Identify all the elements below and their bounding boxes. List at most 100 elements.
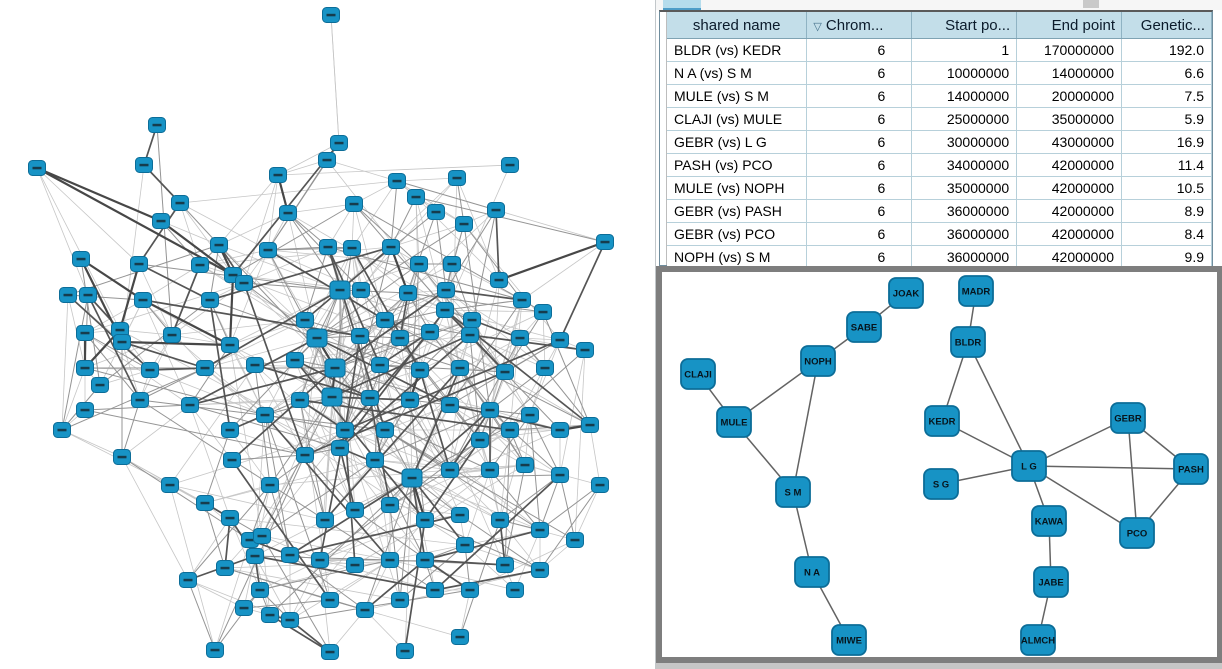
overview-edge	[390, 196, 417, 248]
node-label-smudge	[220, 566, 230, 570]
overview-edge	[411, 367, 461, 479]
table-row[interactable]: BLDR (vs) KEDR 6 1 170000000 192.0	[667, 38, 1212, 62]
node-label-smudge	[139, 163, 149, 167]
network-edge[interactable]	[792, 360, 819, 493]
table-row[interactable]: NOPH (vs) S M 6 36000000 42000000 9.9	[667, 245, 1212, 269]
overview-edge	[409, 399, 426, 521]
table-cell: CLAJI (vs) MULE	[667, 107, 808, 131]
network-node-mule[interactable]	[716, 406, 752, 438]
table-cell: 11.4	[1121, 153, 1212, 177]
overview-edge	[61, 294, 89, 431]
node-label-smudge	[285, 618, 295, 622]
overview-edge	[411, 477, 466, 546]
overview-edge	[495, 209, 606, 243]
overview-edge	[529, 339, 561, 416]
toolbar-tab-fragment[interactable]	[663, 0, 701, 10]
overview-edge	[411, 477, 501, 521]
network-node-joak[interactable]	[888, 277, 924, 309]
node-label-smudge	[80, 366, 90, 370]
table-cell: 192.0	[1121, 38, 1212, 62]
overview-edge	[269, 614, 331, 653]
overview-edge	[214, 589, 261, 651]
table-row[interactable]: N A (vs) S M 6 10000000 14000000 6.6	[667, 61, 1212, 85]
column-header-chrom[interactable]: ▽ Chrom...	[806, 12, 913, 39]
overview-edge	[449, 409, 491, 471]
column-header-sharedname[interactable]: shared name	[667, 12, 808, 39]
network-node-pash[interactable]	[1173, 453, 1209, 485]
overview-edge	[267, 174, 279, 251]
node-label-smudge	[356, 288, 366, 292]
network-edge[interactable]	[1028, 465, 1138, 534]
table-row[interactable]: GEBR (vs) L G 6 30000000 43000000 16.9	[667, 130, 1212, 154]
right-column: shared name ▽ Chrom... Start po... End point…	[655, 0, 1222, 669]
node-label-smudge	[350, 563, 360, 567]
network-node-noph[interactable]	[800, 345, 836, 377]
network-node-na[interactable]	[794, 556, 830, 588]
network-node-jabe[interactable]	[1033, 566, 1069, 598]
node-label-smudge	[555, 428, 565, 432]
network-node-pco[interactable]	[1119, 517, 1155, 549]
network-edge[interactable]	[967, 341, 1030, 467]
overview-edge	[204, 289, 341, 369]
overview-network-canvas[interactable]	[0, 0, 655, 669]
table-row[interactable]: GEBR (vs) PASH 6 36000000 42000000 8.9	[667, 199, 1212, 223]
table-cell: 6.6	[1121, 61, 1212, 85]
overview-edge	[539, 474, 561, 531]
node-label-smudge	[455, 366, 465, 370]
network-node-lg[interactable]	[1011, 450, 1047, 482]
table-row[interactable]: GEBR (vs) PCO 6 36000000 42000000 8.4	[667, 222, 1212, 246]
column-header-genetic[interactable]: Genetic...	[1121, 12, 1212, 39]
overview-edge-strong	[498, 240, 606, 282]
network-node-bldr[interactable]	[950, 326, 986, 358]
overview-edge	[589, 424, 601, 486]
scrollbar-thumb[interactable]	[1083, 0, 1099, 8]
node-label-smudge	[175, 201, 185, 205]
overview-edge	[339, 334, 471, 449]
table-cell: 42000000	[1016, 199, 1123, 223]
node-label-smudge	[500, 370, 510, 374]
network-node-almch[interactable]	[1020, 624, 1056, 656]
overview-edge	[209, 299, 231, 431]
column-header-startpo[interactable]: Start po...	[911, 12, 1018, 39]
network-node-kedr[interactable]	[924, 405, 960, 437]
table-row[interactable]: CLAJI (vs) MULE 6 25000000 35000000 5.9	[667, 107, 1212, 131]
table-cell: 42000000	[1016, 153, 1123, 177]
node-label-smudge	[283, 211, 293, 215]
table-row[interactable]: MULE (vs) NOPH 6 35000000 42000000 10.5	[667, 176, 1212, 200]
overview-edge	[324, 396, 333, 521]
node-label-smudge	[135, 398, 145, 402]
overview-edge	[449, 404, 561, 476]
node-label-smudge	[425, 330, 435, 334]
column-header-endpoint[interactable]: End point	[1016, 12, 1123, 39]
node-label-smudge	[440, 308, 450, 312]
network-node-claji[interactable]	[680, 358, 716, 390]
network-node-sm[interactable]	[775, 476, 811, 508]
overview-edge	[509, 299, 523, 431]
overview-edge	[287, 203, 355, 214]
node-label-smudge	[405, 398, 415, 402]
network-node-kawa[interactable]	[1031, 505, 1067, 537]
network-node-madr[interactable]	[958, 275, 994, 307]
node-label-smudge	[95, 383, 105, 387]
filter-funnel-icon[interactable]: ▽	[813, 20, 822, 33]
network-node-sg[interactable]	[923, 468, 959, 500]
node-label-smudge	[183, 578, 193, 582]
overview-edge	[384, 319, 591, 426]
table-row[interactable]: PASH (vs) PCO 6 34000000 42000000 11.4	[667, 153, 1212, 177]
node-label-smudge	[380, 428, 390, 432]
overview-edge	[84, 299, 144, 334]
filtered-network-canvas[interactable]: JOAK SABE NOPH CLAJI MULE S M N A MIWE MADR BLDR K…	[662, 272, 1217, 657]
node-label-smudge	[156, 219, 166, 223]
network-node-miwe[interactable]	[831, 624, 867, 656]
node-label-smudge	[326, 13, 336, 17]
network-node-sabe[interactable]	[846, 311, 882, 343]
overview-edge	[396, 177, 458, 182]
network-edge[interactable]	[1028, 465, 1192, 470]
network-node-gebr[interactable]	[1110, 402, 1146, 434]
node-label-smudge	[312, 336, 322, 340]
network-edge[interactable]	[1127, 417, 1138, 534]
overview-edge	[204, 502, 226, 569]
overview-edge	[138, 263, 173, 336]
table-cell: BLDR (vs) KEDR	[667, 38, 808, 62]
table-row[interactable]: MULE (vs) S M 6 14000000 20000000 7.5	[667, 84, 1212, 108]
